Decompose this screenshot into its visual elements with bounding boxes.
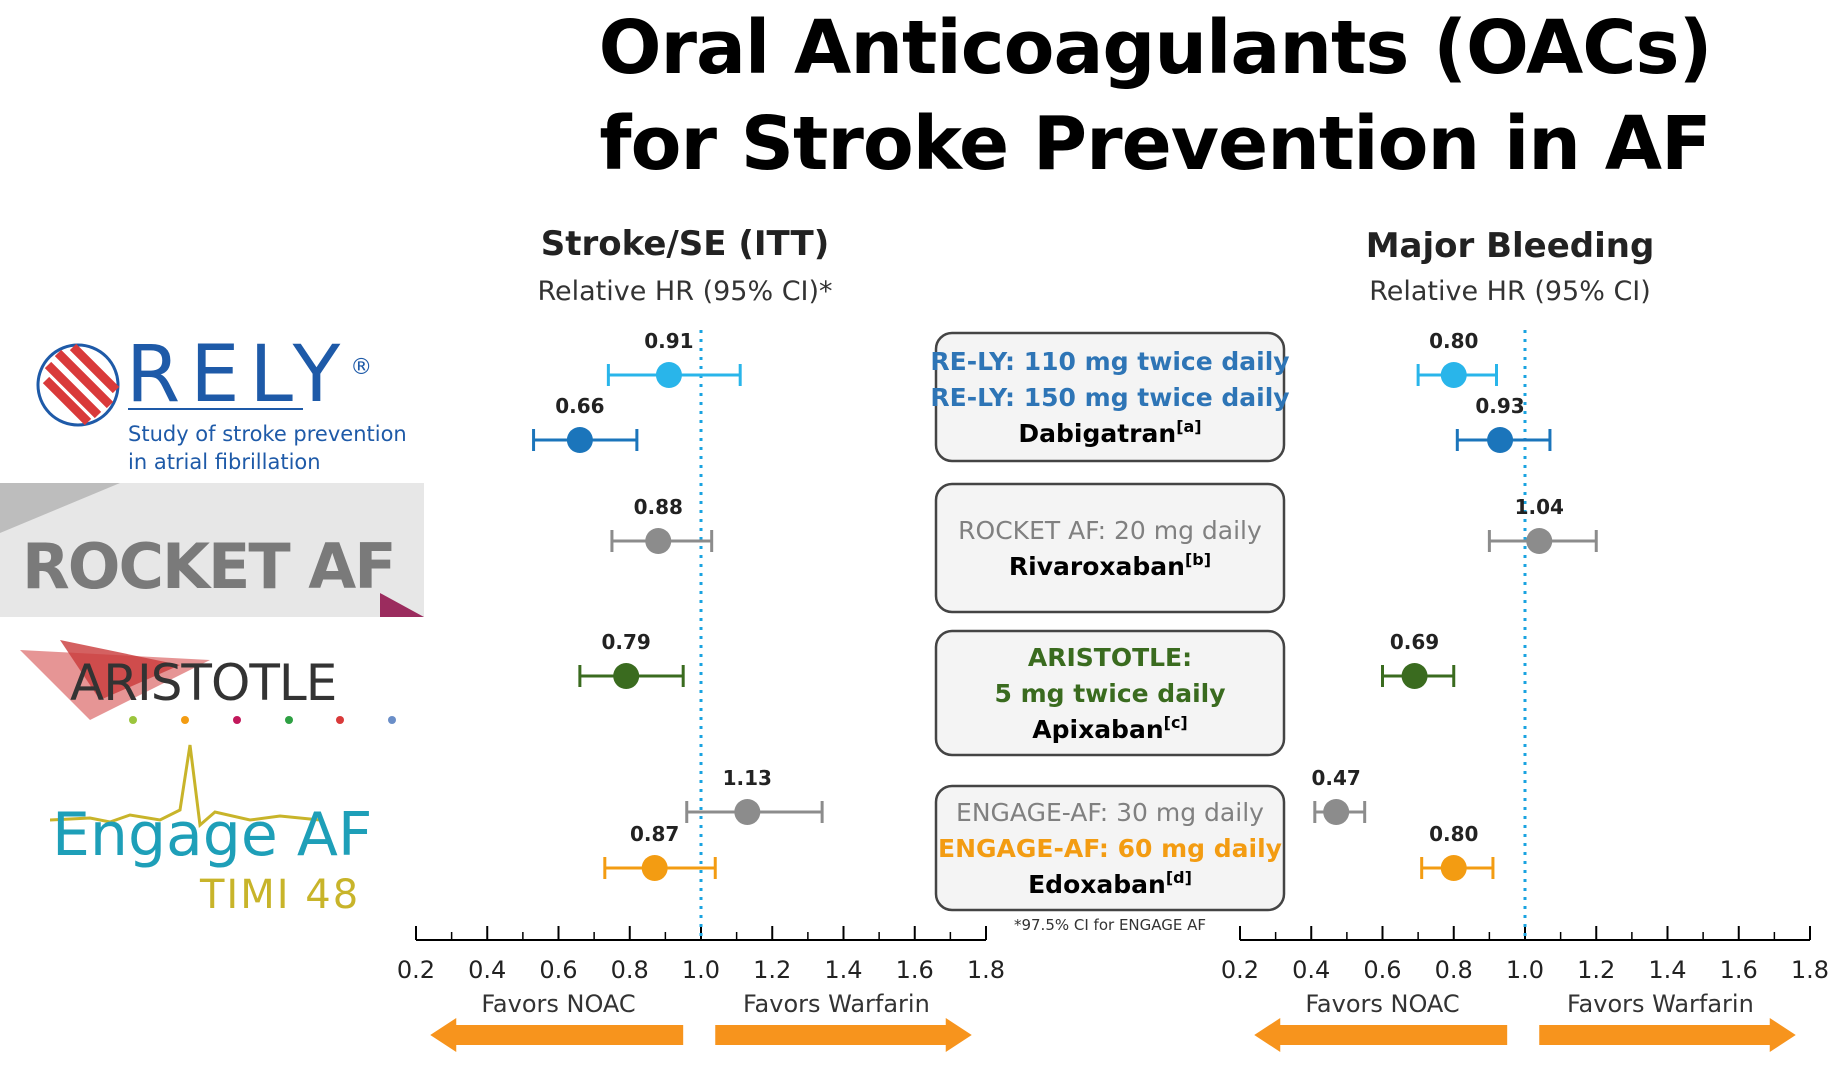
footnote: *97.5% CI for ENGAGE AF [1014, 916, 1206, 934]
hr-label: 0.47 [1312, 766, 1361, 790]
x-tick-label: 1.0 [682, 956, 720, 984]
arrow-right-icon [1539, 1018, 1796, 1052]
x-tick-label: 0.2 [397, 956, 435, 984]
hr-point [1440, 362, 1467, 388]
x-tick-label: 0.6 [539, 956, 577, 984]
hr-point [1487, 427, 1514, 453]
legend-line: Dabigatran[a] [1018, 417, 1201, 448]
arrow-left-icon [430, 1018, 684, 1052]
rely-underline [128, 408, 303, 410]
title-line-2: for Stroke Prevention in AF [599, 101, 1711, 187]
favors-warfarin-label: Favors Warfarin [1567, 990, 1754, 1018]
hr-label: 0.93 [1475, 394, 1524, 418]
hr-point [566, 427, 593, 453]
favors-noac-label: Favors NOAC [481, 990, 635, 1018]
x-tick-label: 1.6 [896, 956, 934, 984]
x-tick-label: 1.8 [1791, 956, 1829, 984]
engage-logo-subtitle: TIMI 48 [200, 872, 361, 918]
x-tick-label: 0.4 [468, 956, 506, 984]
legend-line: RE-LY: 150 mg twice daily [930, 383, 1289, 412]
x-tick-label: 0.8 [1435, 956, 1473, 984]
left-panel-title: Stroke/SE (ITT) [540, 224, 830, 264]
favors-noac-label: Favors NOAC [1305, 990, 1459, 1018]
rely-logo-subtitle: Study of stroke prevention in atrial fib… [128, 422, 407, 474]
hr-point [1323, 799, 1350, 825]
title-line-1: Oral Anticoagulants (OACs) [598, 5, 1713, 91]
x-tick-label: 0.8 [611, 956, 649, 984]
legend-line: Edoxaban[d] [1028, 868, 1192, 899]
x-tick-label: 1.4 [824, 956, 862, 984]
hr-point [1401, 663, 1428, 689]
hr-point [1526, 528, 1553, 554]
x-tick-label: 1.0 [1506, 956, 1544, 984]
hr-point [655, 362, 682, 388]
legend-box [934, 629, 1286, 757]
engage-logo-word: Engage AF [52, 800, 373, 870]
legend-box [934, 784, 1286, 912]
legend-line: ROCKET AF: 20 mg daily [958, 516, 1262, 545]
aristotle-logo-word: ARISTOTLE [70, 654, 337, 712]
arrow-right-icon [715, 1018, 972, 1052]
legend-line: ARISTOTLE: [1028, 643, 1192, 672]
legend-line: ENGAGE-AF: 30 mg daily [956, 798, 1264, 827]
hr-label: 1.04 [1515, 495, 1564, 519]
legend-box [934, 331, 1286, 463]
favors-warfarin-label: Favors Warfarin [743, 990, 930, 1018]
rocket-logo-word: ROCKET AF [22, 530, 397, 603]
hr-label: 0.80 [1429, 822, 1478, 846]
hr-point [645, 528, 672, 554]
hr-point [613, 663, 640, 689]
x-tick-label: 1.4 [1648, 956, 1686, 984]
legend-box [934, 482, 1286, 614]
legend-line: ENGAGE-AF: 60 mg daily [938, 834, 1282, 863]
hr-label: 1.13 [723, 766, 772, 790]
x-tick-label: 1.8 [967, 956, 1005, 984]
x-tick-label: 0.6 [1363, 956, 1401, 984]
hr-label: 0.88 [634, 495, 683, 519]
rely-globe-icon [36, 343, 120, 427]
arrow-left-icon [1254, 1018, 1508, 1052]
x-tick-label: 0.4 [1292, 956, 1330, 984]
x-tick-label: 1.2 [753, 956, 791, 984]
hr-label: 0.66 [555, 394, 604, 418]
engage-ecg-icon [50, 744, 321, 828]
rely-logo-word: RELY® [126, 330, 383, 420]
hr-label: 0.91 [644, 329, 693, 353]
hr-label: 0.87 [630, 822, 679, 846]
aristotle-swoosh-icon [20, 640, 396, 724]
hr-label: 0.80 [1429, 329, 1478, 353]
hr-point [734, 799, 761, 825]
hr-label: 0.79 [602, 630, 651, 654]
legend-line: 5 mg twice daily [994, 679, 1225, 708]
legend-line: Apixaban[c] [1032, 713, 1187, 744]
legend-line: Rivaroxaban[b] [1009, 550, 1211, 581]
x-tick-label: 1.2 [1577, 956, 1615, 984]
right-panel-title: Major Bleeding [1365, 226, 1655, 266]
x-tick-label: 0.2 [1221, 956, 1259, 984]
x-tick-label: 1.6 [1720, 956, 1758, 984]
hr-point [1440, 855, 1467, 881]
page-title: Oral Anticoagulants (OACs) for Stroke Pr… [490, 0, 1820, 192]
rocket-logo [0, 483, 424, 617]
right-panel-subtitle: Relative HR (95% CI) [1369, 276, 1651, 307]
hr-point [641, 855, 668, 881]
legend-line: RE-LY: 110 mg twice daily [930, 347, 1289, 376]
left-panel-subtitle: Relative HR (95% CI)* [537, 276, 833, 307]
rocket-stripe-icon [0, 483, 424, 617]
hr-label: 0.69 [1390, 630, 1439, 654]
